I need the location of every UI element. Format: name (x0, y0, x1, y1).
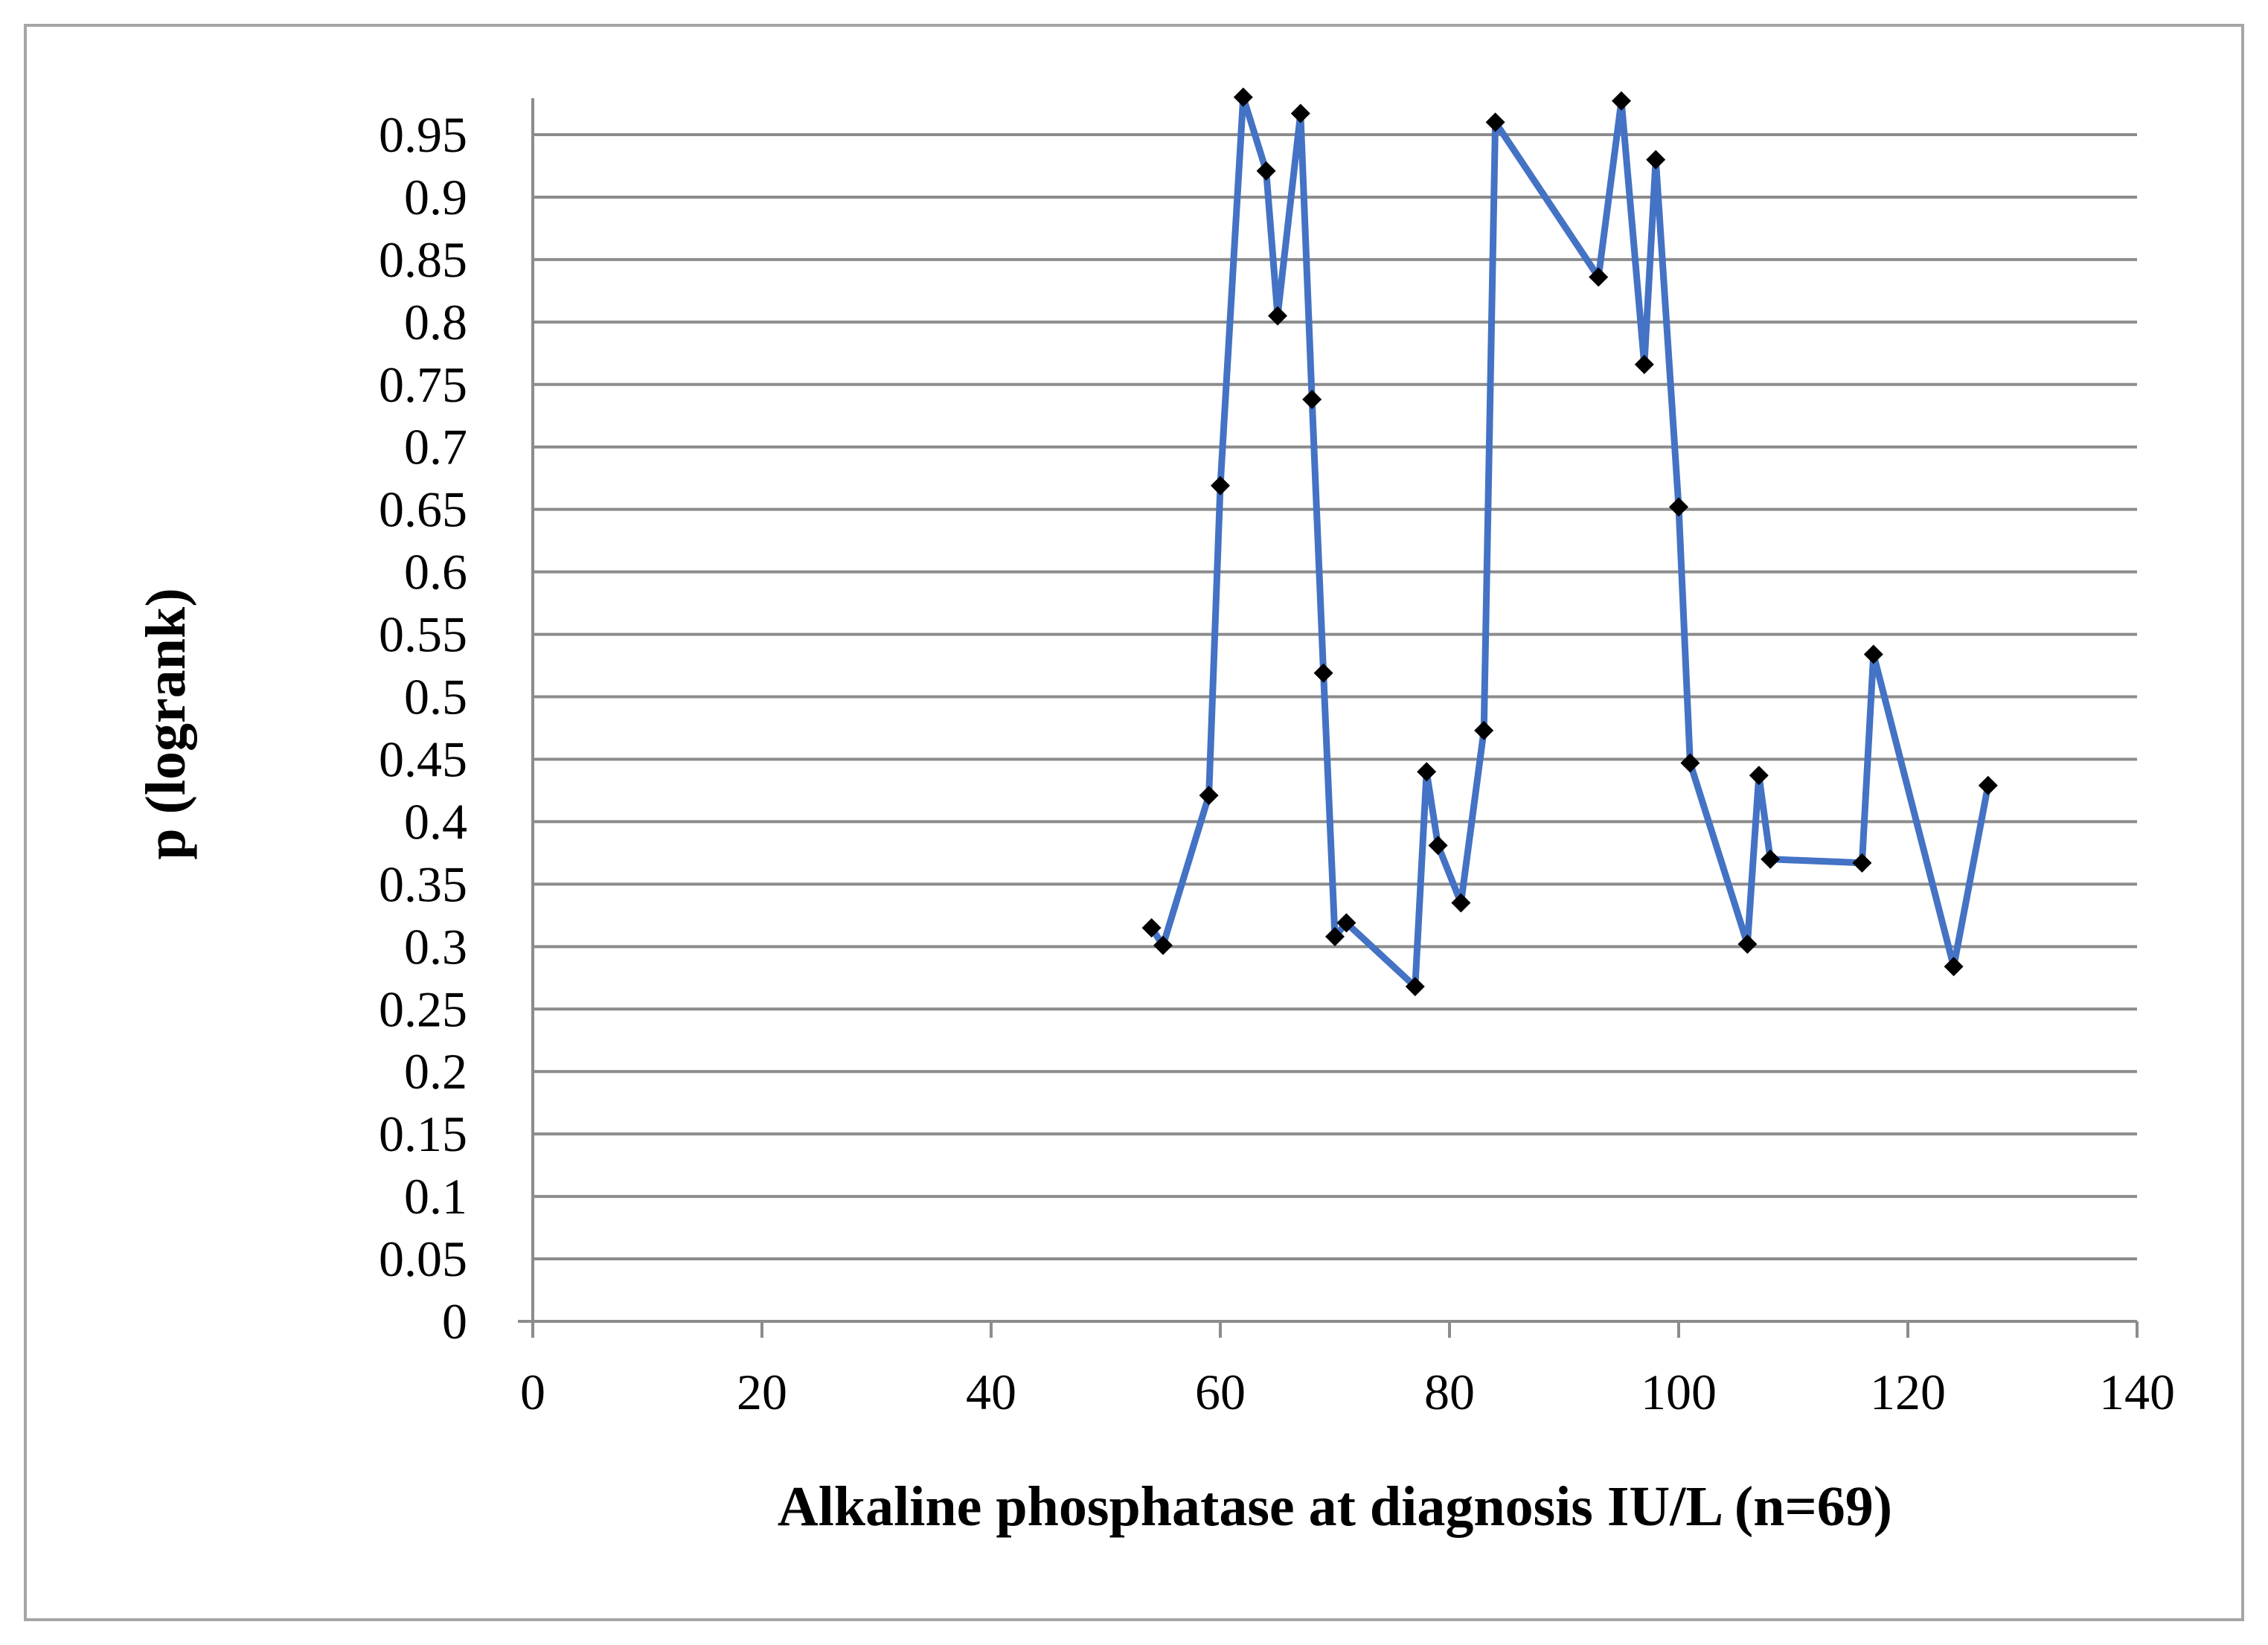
data-point-marker (1405, 977, 1425, 997)
series-line (1148, 94, 1992, 990)
axes (518, 98, 2139, 1338)
x-tick-label: 120 (1870, 1364, 1946, 1420)
y-tick-labels: 0 0.05 0.1 0.15 0.2 0.25 0.3 0.35 0.4 0.45 0.5 0.55… (379, 106, 467, 1350)
data-point-marker (1852, 853, 1872, 873)
y-tick-label: 0.9 (404, 169, 467, 225)
y-tick-label: 0.75 (379, 356, 467, 413)
data-point-marker (1474, 720, 1494, 740)
data-point-marker (1669, 497, 1688, 517)
data-point-marker (1944, 957, 1964, 977)
data-point-marker (1749, 766, 1769, 786)
data-point-marker (1634, 354, 1654, 374)
y-tick-label: 0.15 (379, 1106, 467, 1162)
y-tick-label: 0.4 (404, 793, 467, 850)
data-point-marker (1302, 389, 1322, 409)
y-tick-label: 0.25 (379, 981, 467, 1037)
y-tick-label: 0.2 (404, 1043, 467, 1100)
data-point-marker (1863, 644, 1883, 664)
y-axis-title: p (logrank) (135, 588, 197, 859)
data-point-marker (1141, 918, 1162, 938)
data-point-marker (1268, 306, 1287, 326)
data-point-marker (1589, 267, 1609, 287)
y-tick-label: 0.05 (379, 1231, 467, 1287)
data-point-marker (1485, 112, 1505, 132)
data-point-marker (1211, 475, 1230, 496)
data-point-marker (1978, 775, 1998, 795)
data-point-marker (1451, 893, 1471, 913)
data-point-marker (1199, 786, 1219, 806)
data-point-marker (1737, 934, 1758, 954)
data-point-marker (1612, 91, 1631, 111)
x-tick-label: 20 (737, 1364, 787, 1420)
x-tick-label: 80 (1424, 1364, 1475, 1420)
y-tick-label: 0.8 (404, 294, 467, 350)
x-axis-title: Alkaline phosphatase at diagnosis IU/L (… (778, 1475, 1892, 1538)
gridlines (533, 133, 2137, 1261)
x-tick-labels: 0 20 40 60 80 100 120 140 (520, 1364, 2175, 1420)
y-tick-label: 0.65 (379, 481, 467, 538)
data-point-marker (1646, 150, 1666, 170)
plot-area (1141, 87, 1998, 997)
x-tick-label: 140 (2099, 1364, 2175, 1420)
y-tick-label: 0.7 (404, 419, 467, 475)
chart-frame: 0 0.05 0.1 0.15 0.2 0.25 0.3 0.35 0.4 0.45 0.5 0.55… (24, 24, 2244, 1621)
data-point-marker (1256, 161, 1276, 181)
x-tick-label: 100 (1641, 1364, 1717, 1420)
y-tick-label: 0.35 (379, 856, 467, 912)
data-point-marker (1761, 849, 1781, 869)
y-tick-label: 0.45 (379, 731, 467, 787)
data-point-marker (1233, 87, 1253, 107)
y-tick-label: 0.55 (379, 606, 467, 663)
data-point-marker (1680, 753, 1700, 773)
data-point-marker (1290, 103, 1310, 124)
y-tick-label: 0.5 (404, 669, 467, 725)
data-point-marker (1417, 762, 1437, 782)
y-tick-label: 0 (442, 1293, 467, 1350)
y-tick-label: 0.6 (404, 544, 467, 600)
data-point-marker (1313, 663, 1333, 683)
y-tick-label: 0.3 (404, 918, 467, 975)
chart-svg: 0 0.05 0.1 0.15 0.2 0.25 0.3 0.35 0.4 0.45 0.5 0.55… (135, 87, 2175, 1538)
y-tick-label: 0.1 (404, 1168, 467, 1225)
x-tick-label: 0 (520, 1364, 545, 1420)
x-tick-label: 60 (1195, 1364, 1246, 1420)
data-point-marker (1325, 926, 1345, 946)
data-point-marker (1336, 913, 1356, 933)
data-point-marker (1153, 935, 1173, 955)
data-point-marker (1428, 836, 1448, 856)
x-tick-label: 40 (966, 1364, 1016, 1420)
y-tick-label: 0.85 (379, 231, 467, 288)
y-tick-label: 0.95 (379, 106, 467, 163)
